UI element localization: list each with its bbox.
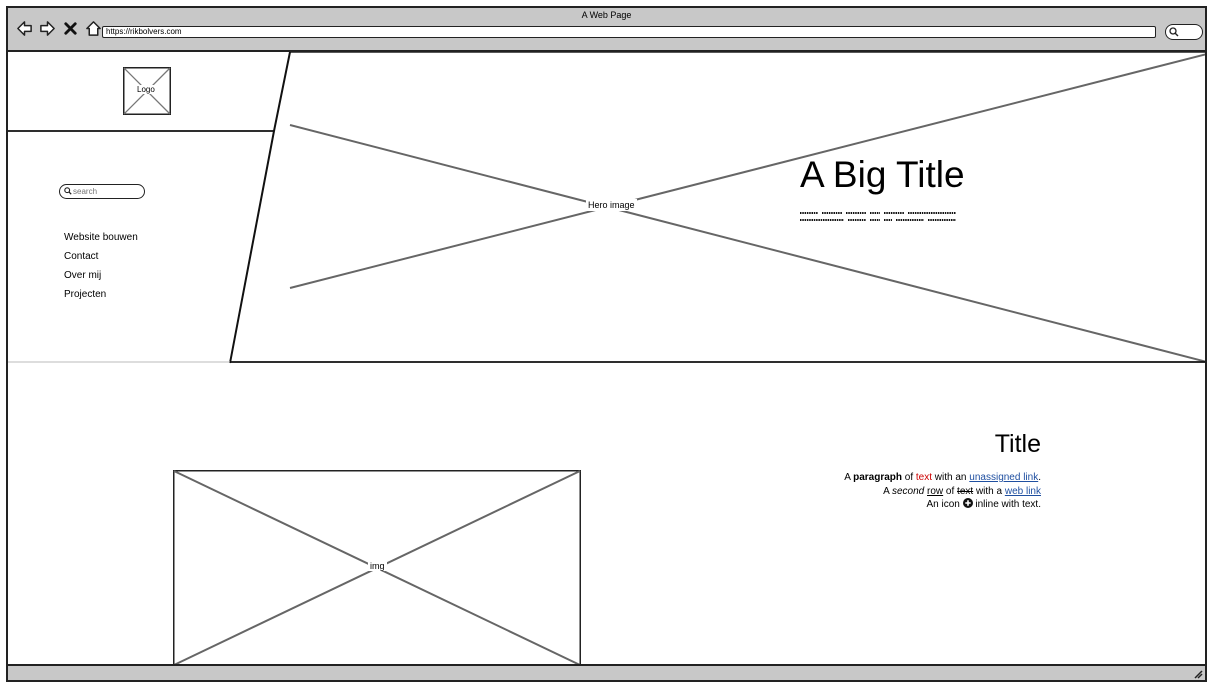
hero-image-placeholder <box>289 52 1205 363</box>
unassigned-link[interactable]: unassigned link <box>969 472 1039 483</box>
text-run: inline with text. <box>972 499 1041 510</box>
sidebar-slanted-edge <box>229 52 291 364</box>
paragraph-line-2: A second row of text with a web link <box>844 485 1041 499</box>
search-icon <box>64 187 72 195</box>
browser-toolbar: A Web Page https://rikbolvers.com <box>8 8 1205 52</box>
text-run: . <box>1038 472 1041 483</box>
strikethrough-text: text <box>957 485 974 497</box>
placeholder-text-squiggles <box>800 212 956 221</box>
search-icon <box>1169 27 1179 37</box>
logo-placeholder <box>123 67 171 115</box>
close-icon[interactable] <box>62 20 79 37</box>
sidebar-search[interactable] <box>59 184 145 199</box>
page-content: Hero image Logo Website bouwen Contact O… <box>8 52 1205 668</box>
browser-window: A Web Page https://rikbolvers.com <box>6 6 1207 682</box>
text-run: of <box>943 485 958 497</box>
hero-image-label: Hero image <box>586 199 637 211</box>
paragraph-line-1: A paragraph of text with an unassigned l… <box>844 471 1041 485</box>
red-text: text <box>915 472 933 483</box>
text-run: of <box>902 472 916 483</box>
logo-label: Logo <box>136 85 156 94</box>
nav-item-projecten[interactable]: Projecten <box>64 289 107 300</box>
bold-text: paragraph <box>853 472 902 483</box>
page-wireframe-lines <box>8 52 1205 364</box>
hero-title: A Big Title <box>800 154 965 195</box>
nav-item-contact[interactable]: Contact <box>64 251 99 262</box>
nav-item-website-bouwen[interactable]: Website bouwen <box>64 232 138 243</box>
text-run: A <box>883 485 892 497</box>
underlined-text: row <box>927 485 944 497</box>
home-icon[interactable] <box>85 20 102 37</box>
image-placeholder <box>173 470 581 666</box>
text-run: An icon <box>926 499 963 510</box>
text-run: A <box>844 472 854 483</box>
sidebar-nav: Website bouwen Contact Over mij Projecte… <box>64 228 138 304</box>
forward-arrow-icon[interactable] <box>39 20 56 37</box>
status-bar <box>8 664 1205 680</box>
paragraph-line-3: An icon inline with text. <box>844 498 1041 512</box>
web-link[interactable]: web link <box>1004 485 1041 497</box>
section-paragraph: A paragraph of text with an unassigned l… <box>844 471 1041 512</box>
nav-item-over-mij[interactable]: Over mij <box>64 270 102 281</box>
address-bar[interactable]: https://rikbolvers.com <box>102 26 1156 38</box>
italic-text: second <box>891 485 925 497</box>
image-placeholder-label: img <box>368 561 387 571</box>
window-title: A Web Page <box>581 10 632 20</box>
section-title: Title <box>994 430 1041 458</box>
nav-buttons <box>16 20 102 37</box>
resize-grip-icon[interactable] <box>1193 669 1203 679</box>
text-run: with a <box>973 485 1005 497</box>
search-input[interactable] <box>73 185 141 197</box>
plus-circle-icon <box>962 498 973 508</box>
back-arrow-icon[interactable] <box>16 20 33 37</box>
browser-search-button[interactable] <box>1165 24 1203 40</box>
text-run: with an <box>932 472 970 483</box>
